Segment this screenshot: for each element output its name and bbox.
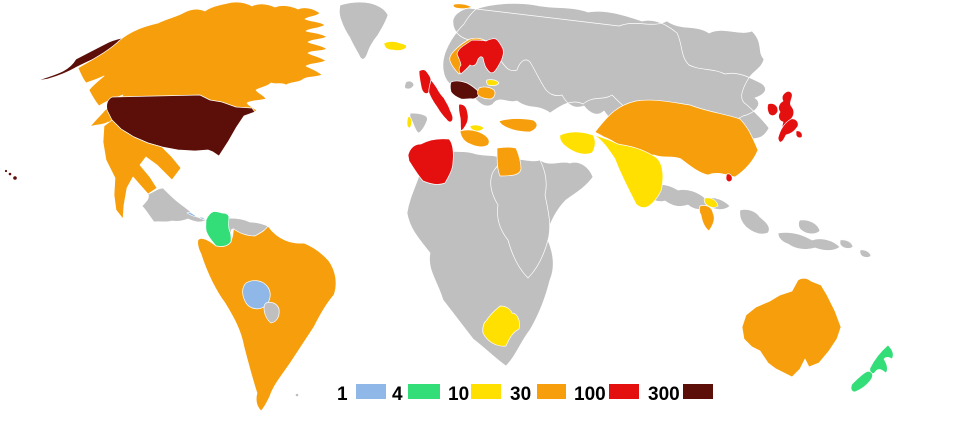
svg-text:100: 100 bbox=[574, 384, 606, 405]
svg-text:4: 4 bbox=[392, 384, 403, 405]
svg-text:10: 10 bbox=[448, 384, 469, 405]
svg-text:30: 30 bbox=[510, 384, 531, 405]
svg-text:1: 1 bbox=[337, 384, 348, 405]
svg-text:300: 300 bbox=[648, 384, 680, 405]
